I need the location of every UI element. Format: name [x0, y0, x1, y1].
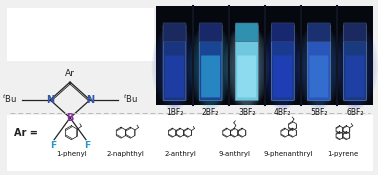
- Text: $^t$Bu: $^t$Bu: [2, 93, 17, 105]
- Ellipse shape: [332, 23, 378, 110]
- Text: Ar: Ar: [65, 69, 75, 78]
- Ellipse shape: [268, 27, 298, 106]
- Text: 9-anthryl: 9-anthryl: [218, 150, 250, 157]
- Ellipse shape: [340, 27, 370, 106]
- Ellipse shape: [260, 23, 306, 110]
- FancyBboxPatch shape: [199, 23, 222, 42]
- Bar: [8, 8, 155, 61]
- Ellipse shape: [266, 26, 300, 107]
- FancyBboxPatch shape: [307, 25, 330, 100]
- Ellipse shape: [158, 26, 191, 107]
- Text: N: N: [46, 95, 54, 105]
- FancyBboxPatch shape: [273, 55, 292, 97]
- Ellipse shape: [230, 26, 263, 107]
- Ellipse shape: [194, 26, 228, 107]
- Text: 2BF₂: 2BF₂: [202, 108, 219, 117]
- Bar: [156, 6, 373, 105]
- Ellipse shape: [232, 27, 262, 106]
- Text: N: N: [86, 95, 94, 105]
- FancyBboxPatch shape: [307, 23, 330, 42]
- Ellipse shape: [234, 28, 260, 105]
- Ellipse shape: [156, 25, 194, 108]
- Text: 1-phenyl: 1-phenyl: [56, 150, 87, 157]
- FancyBboxPatch shape: [163, 23, 186, 42]
- Ellipse shape: [188, 23, 234, 110]
- Ellipse shape: [262, 24, 304, 109]
- Text: Ar =: Ar =: [14, 128, 38, 138]
- Text: F: F: [84, 141, 90, 150]
- FancyBboxPatch shape: [271, 23, 294, 42]
- FancyBboxPatch shape: [237, 55, 256, 97]
- Text: 6BF₂: 6BF₂: [346, 108, 364, 117]
- FancyBboxPatch shape: [235, 23, 258, 42]
- Text: 4BF₂: 4BF₂: [274, 108, 291, 117]
- FancyBboxPatch shape: [163, 25, 186, 100]
- Ellipse shape: [226, 24, 268, 109]
- Text: B: B: [67, 113, 74, 123]
- Text: 1-pyrene: 1-pyrene: [327, 150, 358, 157]
- Ellipse shape: [338, 26, 372, 107]
- Text: 2-naphthyl: 2-naphthyl: [107, 150, 145, 157]
- FancyBboxPatch shape: [201, 55, 220, 97]
- Ellipse shape: [152, 23, 197, 110]
- Ellipse shape: [154, 24, 195, 109]
- Ellipse shape: [270, 28, 296, 105]
- Ellipse shape: [162, 28, 187, 105]
- FancyBboxPatch shape: [344, 25, 366, 100]
- Text: 5BF₂: 5BF₂: [310, 108, 328, 117]
- Text: 2-anthryl: 2-anthryl: [164, 150, 196, 157]
- FancyBboxPatch shape: [165, 55, 184, 97]
- FancyBboxPatch shape: [310, 55, 328, 97]
- Ellipse shape: [334, 24, 376, 109]
- Ellipse shape: [198, 28, 223, 105]
- Ellipse shape: [342, 28, 368, 105]
- Text: 1BF₂: 1BF₂: [166, 108, 183, 117]
- Ellipse shape: [302, 26, 336, 107]
- Ellipse shape: [190, 24, 231, 109]
- Ellipse shape: [306, 28, 332, 105]
- Text: F: F: [50, 141, 56, 150]
- Ellipse shape: [336, 25, 374, 108]
- Ellipse shape: [298, 24, 340, 109]
- Ellipse shape: [296, 23, 342, 110]
- Ellipse shape: [304, 27, 334, 106]
- Text: 3BF₂: 3BF₂: [238, 108, 256, 117]
- Ellipse shape: [264, 25, 302, 108]
- Bar: [8, 115, 373, 172]
- Ellipse shape: [160, 27, 189, 106]
- Ellipse shape: [192, 25, 229, 108]
- Ellipse shape: [300, 25, 338, 108]
- Ellipse shape: [224, 23, 270, 110]
- FancyBboxPatch shape: [345, 55, 364, 97]
- FancyBboxPatch shape: [199, 25, 222, 100]
- FancyBboxPatch shape: [235, 25, 258, 100]
- FancyBboxPatch shape: [344, 23, 366, 42]
- Text: $^t$Bu: $^t$Bu: [123, 93, 138, 105]
- Ellipse shape: [196, 27, 226, 106]
- Text: 9-phenanthryl: 9-phenanthryl: [264, 150, 313, 157]
- FancyBboxPatch shape: [271, 25, 294, 100]
- Ellipse shape: [228, 25, 266, 108]
